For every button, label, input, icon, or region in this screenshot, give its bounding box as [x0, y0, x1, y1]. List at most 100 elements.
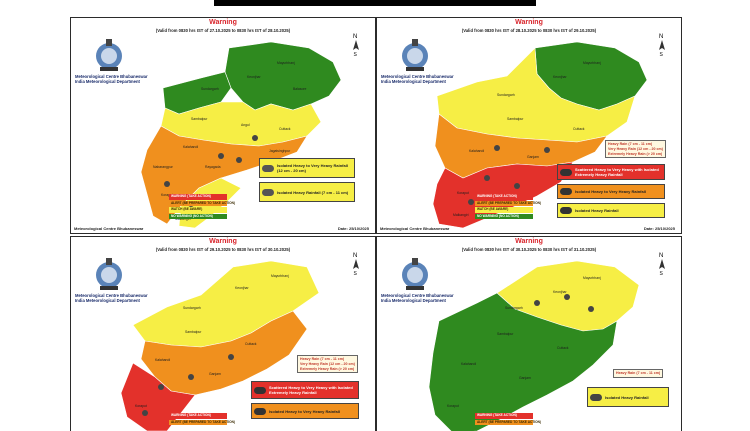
legend-green: NO WARNING (NO ACTION): [475, 213, 533, 219]
rain-key-label: Isolated Heavy Rainfall: [605, 394, 649, 400]
svg-text:Kalahandi: Kalahandi: [469, 149, 484, 153]
svg-text:S: S: [354, 52, 358, 56]
legend-yellow: WATCH (BE AWARE): [475, 207, 533, 213]
svg-text:Koraput: Koraput: [457, 191, 469, 195]
legend-red: WARNING (TAKE ACTION): [169, 413, 227, 419]
rain-key-2: Isolated Heavy Rainfall (7 cm - 11 cm): [259, 182, 355, 202]
svg-text:S: S: [660, 52, 664, 56]
svg-text:Cuttack: Cuttack: [279, 127, 291, 131]
svg-text:N: N: [659, 253, 663, 259]
rain-cloud-icon: [142, 354, 234, 416]
svg-text:Sambalpur: Sambalpur: [191, 117, 208, 121]
svg-text:Mayurbhanj: Mayurbhanj: [271, 274, 289, 278]
warning-map-panel-day2: Mayurbhanj Keonjhar Sundargarh Sambalpur…: [376, 17, 682, 234]
footer-org: Meteorological Centre Bhubaneswar: [380, 226, 450, 231]
top-black-bar: [214, 0, 536, 6]
rain-amount-box: Heavy Rain (7 cm - 11 cm) Very Heavy Rai…: [605, 140, 666, 159]
svg-text:Balasore: Balasore: [293, 87, 306, 91]
region-green: [428, 292, 618, 431]
svg-text:Keonjhar: Keonjhar: [247, 75, 261, 79]
rain-key-1: Isolated Heavy to Very Heavy Rainfall (1…: [259, 158, 355, 178]
north-arrow-icon: N S: [353, 253, 359, 275]
svg-text:Koraput: Koraput: [161, 193, 173, 197]
color-legend: WARNING (TAKE ACTION) ALERT (BE PREPARED…: [169, 413, 235, 426]
north-arrow-icon: N S: [659, 34, 665, 56]
org-line2: India Meteorological Department: [75, 79, 140, 85]
svg-text:Sambalpur: Sambalpur: [497, 332, 514, 336]
warning-map-panel-day4: Mayurbhanj Keonjhar Sundargarh Sambalpur…: [376, 236, 682, 431]
svg-text:Malkangiri: Malkangiri: [175, 217, 191, 221]
org-line2: India Meteorological Department: [381, 79, 446, 85]
org-name: Meteorological Centre Bhubaneswar India …: [75, 293, 148, 303]
rain-cloud-icon: [254, 386, 266, 394]
svg-text:Ganjam: Ganjam: [209, 372, 221, 376]
color-legend: WARNING (TAKE ACTION) ALERT (BE PREPARED…: [475, 413, 541, 426]
legend-red: WARNING (TAKE ACTION): [475, 413, 533, 419]
legend-orange: ALERT (BE PREPARED TO TAKE ACTION): [475, 419, 541, 425]
rain-amount-box: Heavy Rain (7 cm - 11 cm): [613, 369, 664, 378]
validity-text: (Valid from 0830 hrs IST of 29.10.2025 t…: [155, 247, 291, 252]
svg-text:Mayurbhanj: Mayurbhanj: [277, 61, 295, 65]
imd-emblem-icon: [96, 258, 122, 290]
org-line1: Meteorological Centre Bhubaneswar: [75, 293, 148, 298]
org-name: Meteorological Centre Bhubaneswar India …: [75, 74, 148, 84]
svg-text:N: N: [659, 34, 663, 40]
rain-key-1: Scattered Heavy to Very Heavy with Isola…: [251, 381, 359, 399]
legend-orange: ALERT (BE PREPARED TO TAKE ACTION): [169, 200, 235, 206]
rain-amount-1: Heavy Rain (7 cm - 11 cm): [616, 371, 661, 375]
rain-key-2: Isolated Heavy to Very Heavy Rainfall: [557, 184, 665, 199]
svg-text:Keonjhar: Keonjhar: [235, 286, 249, 290]
org-line1: Meteorological Centre Bhubaneswar: [75, 74, 148, 79]
svg-text:Sundargarh: Sundargarh: [505, 306, 523, 310]
org-name: Meteorological Centre Bhubaneswar India …: [381, 293, 454, 303]
rain-cloud-icon: [560, 168, 572, 176]
validity-text: (Valid from 0830 hrs IST of 27.10.2025 t…: [155, 28, 291, 33]
svg-text:Nabarangpur: Nabarangpur: [153, 165, 174, 169]
odisha-district-map: Mayurbhanj Keonjhar Sundargarh Sambalpur…: [428, 260, 640, 431]
panel-title: Warning: [209, 19, 237, 26]
warning-map-panel-day3: Mayurbhanj Keonjhar Sundargarh Sambalpur…: [70, 236, 376, 431]
svg-text:N: N: [353, 34, 357, 40]
validity-text: (Valid from 0830 hrs IST of 30.10.2025 t…: [461, 247, 597, 252]
color-legend: WARNING (TAKE ACTION) ALERT (BE PREPARED…: [169, 194, 235, 220]
rain-key-1: Scattered Heavy to Very Heavy with Isola…: [557, 164, 665, 180]
warning-map-panel-day1: Mayurbhanj Keonjhar Sundargarh Balasore …: [70, 17, 376, 234]
legend-yellow: WATCH (BE AWARE): [169, 207, 227, 213]
rain-cloud-icon: [590, 393, 602, 401]
rain-key-label: Scattered Heavy to Very Heavy with Isola…: [575, 167, 659, 177]
svg-text:Jagatsinghpur: Jagatsinghpur: [269, 149, 291, 153]
rain-key-label: Scattered Heavy to Very Heavy with Isola…: [269, 385, 353, 395]
rain-amount-box: Heavy Rain (7 cm - 11 cm) Very Heavy Rai…: [297, 355, 358, 374]
svg-text:Angul: Angul: [241, 123, 250, 127]
svg-text:Koraput: Koraput: [135, 404, 147, 408]
svg-text:Koraput: Koraput: [447, 404, 459, 408]
rain-key-3: Isolated Heavy Rainfall: [557, 203, 665, 218]
rain-amount-2: Very Heavy Rain (12 cm - 20 cm): [608, 146, 663, 151]
svg-text:Malkangiri: Malkangiri: [453, 213, 469, 217]
region-north-green: [224, 41, 342, 111]
rain-cloud-icon: [254, 407, 266, 415]
rain-cloud-icon: [534, 294, 594, 312]
region-orange: [140, 125, 308, 225]
svg-text:N: N: [353, 253, 357, 259]
rain-amount-2: Very Heavy Rain (12 cm - 20 cm): [300, 361, 355, 366]
svg-text:Sambalpur: Sambalpur: [507, 117, 524, 121]
svg-text:Rayagada: Rayagada: [205, 165, 221, 169]
rain-key-2: Isolated Heavy to Very Heavy Rainfall: [251, 403, 359, 419]
svg-text:S: S: [660, 271, 664, 275]
org-name: Meteorological Centre Bhubaneswar India …: [381, 74, 454, 84]
footer-date: Date: 25/10/2025: [337, 226, 369, 231]
svg-text:Ganjam: Ganjam: [527, 155, 539, 159]
svg-text:Ganjam: Ganjam: [519, 376, 531, 380]
svg-text:Mayurbhanj: Mayurbhanj: [583, 276, 601, 280]
svg-text:Sundargarh: Sundargarh: [183, 306, 201, 310]
rain-cloud-icon: [262, 188, 274, 196]
footer-date: Date: 25/10/2025: [643, 226, 675, 231]
rain-amount-1: Heavy Rain (7 cm - 11 cm): [608, 142, 653, 146]
svg-text:Kalahandi: Kalahandi: [461, 362, 476, 366]
svg-text:Mayurbhanj: Mayurbhanj: [583, 61, 601, 65]
org-line2: India Meteorological Department: [381, 298, 446, 304]
color-legend: WARNING (TAKE ACTION) ALERT (BE PREPARED…: [475, 194, 541, 220]
rain-key-label: Isolated Heavy to Very Heavy Rainfall: [575, 189, 646, 194]
north-arrow-icon: N S: [659, 253, 665, 275]
